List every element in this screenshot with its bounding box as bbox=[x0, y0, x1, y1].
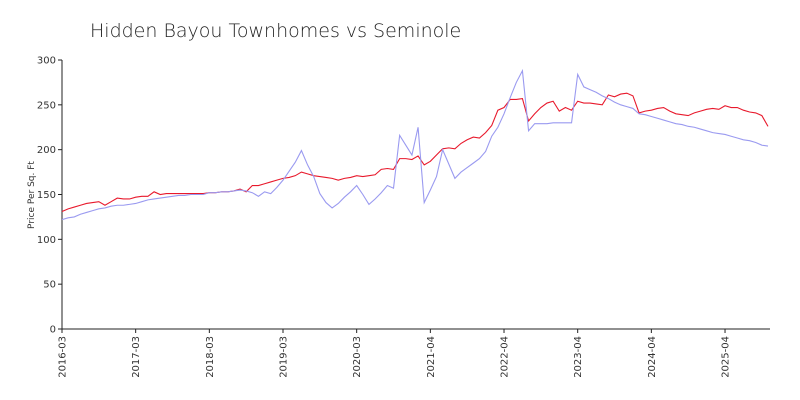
y-tick-label: 250 bbox=[37, 100, 56, 111]
x-tick-label: 2024-04 bbox=[647, 336, 658, 378]
x-tick-label: 2022-04 bbox=[500, 336, 511, 378]
x-tick-label: 2017-03 bbox=[131, 336, 142, 378]
chart-title: Hidden Bayou Townhomes vs Seminole bbox=[90, 20, 461, 42]
x-tick-label: 2020-03 bbox=[352, 336, 363, 378]
x-tick-label: 2018-03 bbox=[205, 336, 216, 378]
x-tick-label: 2016-03 bbox=[58, 336, 69, 378]
line-series bbox=[61, 68, 769, 221]
x-tick-label: 2021-04 bbox=[426, 336, 437, 378]
y-axis-label: Price Per Sq. Ft bbox=[27, 161, 37, 229]
y-tick-label: 150 bbox=[37, 190, 56, 201]
y-tick-label: 200 bbox=[37, 145, 56, 156]
x-tick-label: 2023-04 bbox=[573, 336, 584, 378]
y-tick-label: 100 bbox=[37, 235, 56, 246]
x-tick-label: 2019-03 bbox=[279, 336, 290, 378]
x-tick-label: 2025-04 bbox=[721, 336, 732, 378]
y-tick-label: 300 bbox=[37, 56, 56, 67]
y-tick-label: 0 bbox=[50, 325, 56, 336]
y-tick-label: 50 bbox=[43, 280, 56, 291]
line-series bbox=[61, 92, 769, 213]
